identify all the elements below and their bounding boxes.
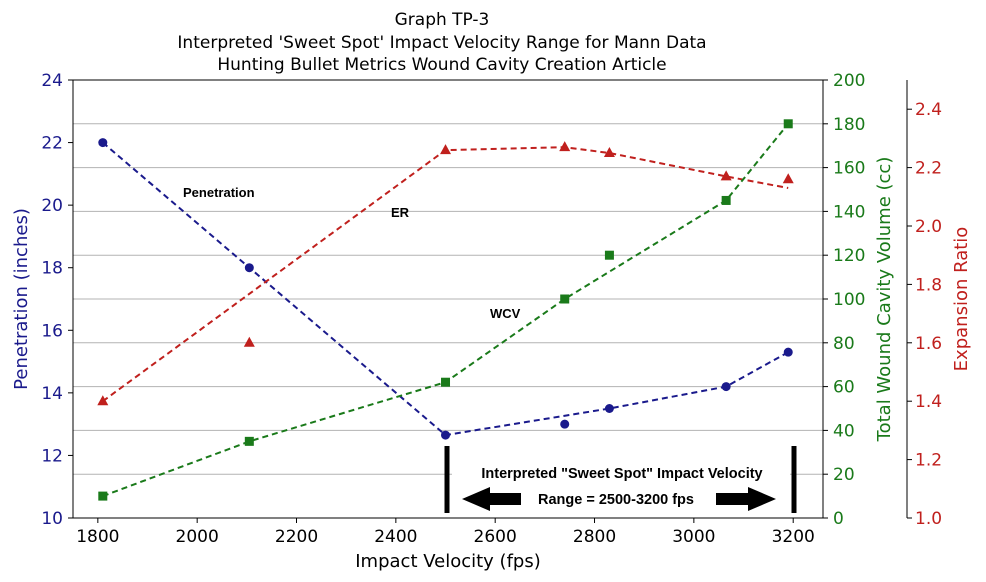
title-line-2: Interpreted 'Sweet Spot' Impact Velocity…	[177, 33, 706, 53]
y-left-tick-label: 24	[41, 71, 63, 91]
point-wcv	[244, 436, 254, 446]
y-left-tick-label: 10	[41, 509, 63, 529]
fit-lines	[102, 123, 789, 498]
annotation-penetration: Penetration	[183, 185, 255, 200]
sweet-spot-line1: Interpreted "Sweet Spot" Impact Velocity	[481, 466, 762, 482]
y-right2-tick-label: 1.2	[915, 451, 942, 471]
y-right2-tick-label: 1.0	[915, 509, 942, 529]
x-tick-label: 3200	[772, 527, 815, 547]
x-tick-label: 2200	[275, 527, 318, 547]
point-wcv	[98, 491, 108, 501]
point-er	[720, 170, 732, 181]
x-tick-label: 2400	[374, 527, 417, 547]
point-wcv	[721, 195, 731, 205]
gridlines	[73, 79, 823, 475]
y-right1-tick-label: 160	[833, 159, 865, 179]
y-right2-tick-label: 1.6	[915, 334, 942, 354]
y-left-tick-label: 20	[41, 196, 63, 216]
point-er	[440, 144, 452, 155]
point-wcv	[783, 119, 793, 129]
point-penetration	[441, 430, 451, 440]
y-left-tick-label: 12	[41, 446, 63, 466]
y-right1-tick-label: 180	[833, 115, 865, 135]
point-penetration	[98, 138, 108, 148]
point-er	[603, 147, 615, 157]
x-axis: 1800 2000 2200 2400 2600 2800 3000 3200	[76, 518, 815, 547]
y-right1-tick-label: 20	[833, 465, 855, 485]
y-axis-wound-cavity: 0 20 40 60 80 100 120 140 160 180 200	[823, 71, 865, 529]
x-tick-label: 2800	[573, 527, 616, 547]
y-right2-tick-label: 1.4	[915, 392, 942, 412]
title-line-1: Graph TP-3	[395, 10, 490, 30]
point-wcv	[441, 377, 451, 387]
point-er	[559, 141, 571, 152]
y-right2-tick-label: 1.8	[915, 275, 942, 295]
y-right2-tick-label: 2.2	[915, 159, 942, 179]
y-left-tick-label: 16	[41, 321, 63, 341]
y-axis-right1-label: Total Wound Cavity Volume (cc)	[874, 157, 895, 443]
series-line-penetration	[102, 141, 789, 437]
point-penetration	[604, 404, 614, 413]
x-tick-label: 1800	[76, 527, 119, 547]
point-er	[97, 395, 109, 406]
y-axis-expansion-ratio: 1.0 1.2 1.4 1.6 1.8 2.0 2.2 2.4	[906, 80, 942, 529]
y-right2-tick-label: 2.4	[915, 100, 942, 120]
point-penetration	[560, 419, 570, 429]
plot-frame	[72, 79, 824, 519]
point-penetration	[244, 263, 254, 273]
y-axis-right2-label: Expansion Ratio	[951, 227, 972, 372]
series-line-er	[102, 146, 789, 403]
sweet-spot-arrow-right	[716, 487, 776, 511]
sweet-spot-callout: Interpreted "Sweet Spot" Impact Velocity…	[444, 446, 797, 515]
y-right1-tick-label: 80	[833, 334, 855, 354]
y-axis-penetration: 10 12 14 16 18 20 22 24	[41, 71, 73, 529]
y-axis-left-label: Penetration (inches)	[11, 208, 32, 390]
sweet-spot-line2: Range = 2500-3200 fps	[538, 492, 694, 508]
y-right1-tick-label: 140	[833, 202, 865, 222]
y-right1-tick-label: 40	[833, 421, 855, 441]
title-line-3: Hunting Bullet Metrics Wound Cavity Crea…	[217, 55, 666, 75]
sweet-spot-arrow-left	[462, 487, 521, 511]
chart-title: Graph TP-3 Interpreted 'Sweet Spot' Impa…	[177, 10, 706, 75]
y-right1-tick-label: 120	[833, 246, 865, 266]
point-wcv	[604, 250, 614, 260]
x-tick-label: 2000	[176, 527, 219, 547]
x-tick-label: 2600	[474, 527, 517, 547]
point-er	[782, 173, 794, 184]
x-tick-label: 3000	[672, 527, 715, 547]
y-left-tick-label: 14	[41, 384, 63, 404]
point-penetration	[721, 382, 731, 392]
y-left-tick-label: 18	[41, 259, 63, 279]
annotation-wcv: WCV	[490, 306, 521, 321]
y-right1-tick-label: 100	[833, 290, 865, 310]
series-line-wcv	[102, 123, 789, 498]
y-right1-tick-label: 60	[833, 378, 855, 398]
y-right1-tick-label: 0	[833, 509, 844, 529]
point-penetration	[783, 347, 793, 357]
y-right2-tick-label: 2.0	[915, 217, 942, 237]
point-er	[243, 336, 255, 347]
point-wcv	[560, 294, 570, 304]
data-markers	[97, 119, 794, 501]
y-left-tick-label: 22	[41, 134, 63, 154]
y-right1-tick-label: 200	[833, 71, 865, 91]
x-axis-label: Impact Velocity (fps)	[355, 551, 541, 572]
annotation-er: ER	[391, 205, 410, 220]
